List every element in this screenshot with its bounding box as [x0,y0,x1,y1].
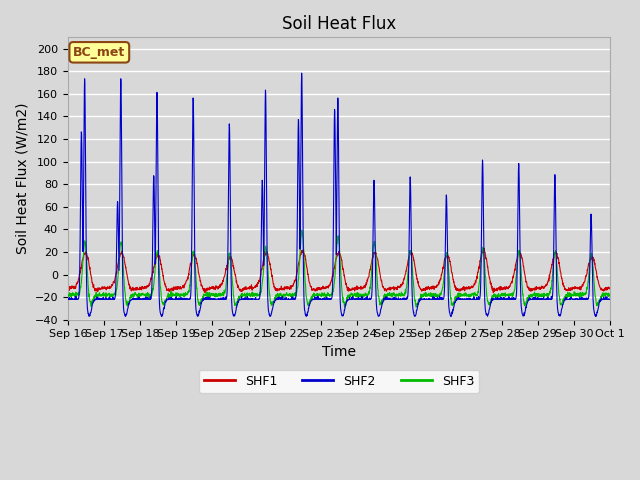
SHF1 [497,286,505,292]
SHF3 [574,290,582,296]
SHF2 [367,296,374,301]
Line: SHF3: SHF3 [68,230,610,307]
SHF2 [298,70,305,76]
SHF1 [480,245,488,251]
SHF1 [574,285,582,290]
SHF1 [355,285,362,291]
SHF1 [215,284,223,290]
SHF2 [606,297,614,302]
Y-axis label: Soil Heat Flux (W/m2): Soil Heat Flux (W/m2) [15,103,29,254]
SHF3 [340,304,348,310]
SHF1 [64,286,72,292]
SHF1 [490,290,497,296]
Title: Soil Heat Flux: Soil Heat Flux [282,15,396,33]
SHF2 [497,297,505,302]
Text: BC_met: BC_met [73,46,125,59]
X-axis label: Time: Time [322,345,356,359]
SHF2 [574,296,582,302]
SHF2 [559,301,566,307]
SHF3 [606,295,614,300]
SHF3 [497,292,505,298]
SHF3 [64,293,72,299]
SHF1 [606,285,614,290]
Legend: SHF1, SHF2, SHF3: SHF1, SHF2, SHF3 [198,370,479,393]
SHF3 [355,293,363,299]
SHF3 [298,227,305,233]
SHF1 [366,267,374,273]
SHF3 [559,300,566,305]
Line: SHF2: SHF2 [68,73,610,316]
SHF2 [447,313,455,319]
SHF3 [215,293,223,299]
SHF2 [215,295,223,301]
SHF1 [559,281,566,287]
SHF3 [367,280,374,286]
SHF2 [355,297,362,302]
Line: SHF1: SHF1 [68,248,610,293]
SHF2 [64,297,72,302]
